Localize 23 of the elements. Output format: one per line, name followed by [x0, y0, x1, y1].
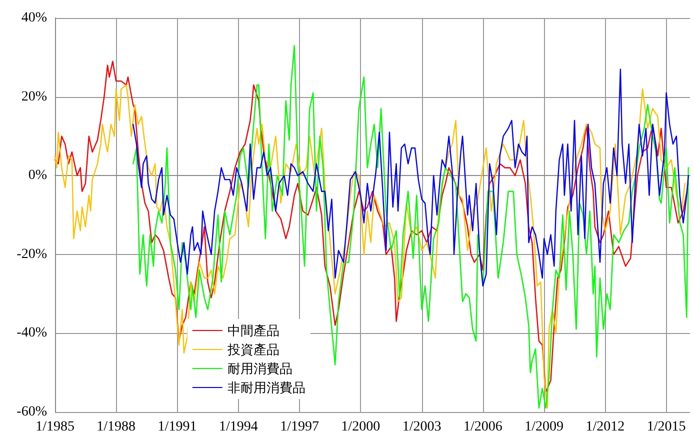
line-series	[132, 68, 689, 287]
legend-label: 耐用消費品	[227, 361, 292, 376]
x-tick-label: 1/2000	[341, 420, 380, 434]
legend-label: 中間產品	[227, 323, 280, 338]
y-tick-label: 20%	[21, 89, 48, 104]
y-tick-label: -40%	[16, 326, 48, 341]
y-tick-label: -60%	[16, 404, 48, 420]
y-tick-label: 40%	[21, 10, 48, 26]
legend-label: 非耐用消費品	[227, 380, 306, 395]
y-tick-label: 0%	[28, 168, 48, 184]
y-tick-label: -20%	[16, 246, 48, 262]
x-tick-label: 1/1991	[158, 420, 197, 434]
x-tick-label: 1/1985	[36, 420, 74, 434]
x-tick-label: 1/2015	[646, 420, 686, 434]
legend-label: 投資產品	[226, 342, 280, 357]
x-tick-label: 1/2006	[463, 420, 502, 434]
x-tick-label: 1/2009	[524, 420, 564, 434]
x-tick-label: 1/1997	[280, 420, 319, 434]
x-tick-label: 1/2003	[402, 420, 442, 434]
line-series	[132, 44, 689, 409]
x-tick-label: 1/2012	[586, 420, 625, 434]
x-tick-label: 1/1988	[96, 420, 136, 434]
x-tick-label: 1/1994	[218, 420, 258, 434]
